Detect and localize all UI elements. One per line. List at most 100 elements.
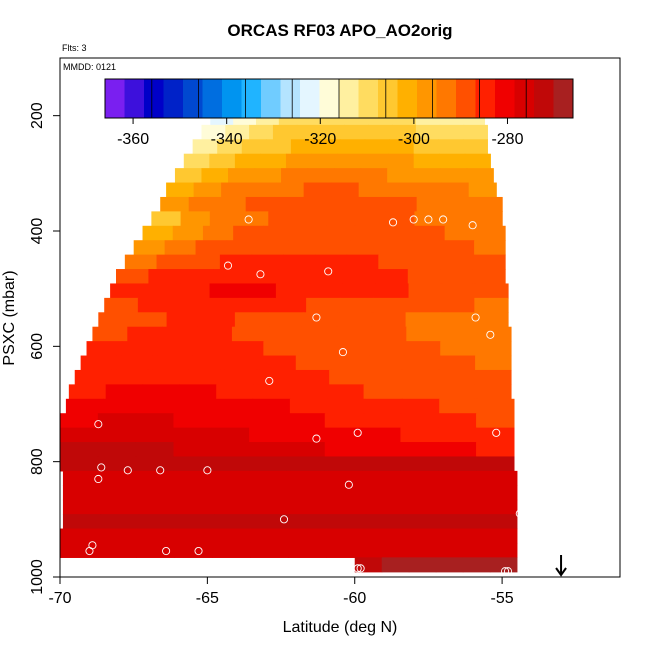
heatmap-cell <box>214 499 253 515</box>
heatmap-cell <box>301 326 338 342</box>
sample-point <box>501 567 510 576</box>
heatmap-cell <box>249 427 288 443</box>
heatmap-cell <box>362 427 402 443</box>
heatmap-cell <box>292 369 330 385</box>
heatmap-cell <box>303 182 332 198</box>
heatmap-cell <box>62 485 102 501</box>
heatmap-cell <box>463 124 488 140</box>
colorbar-swatch <box>144 79 164 118</box>
heatmap-cell <box>116 355 153 371</box>
heatmap-cell <box>251 254 284 270</box>
heatmap-cell <box>369 341 406 357</box>
heatmap-cell <box>228 168 256 184</box>
heatmap-cell <box>195 240 228 256</box>
colorbar-swatch <box>261 79 281 118</box>
heatmap-cell <box>209 283 244 299</box>
heatmap-cell <box>441 254 474 270</box>
heatmap-cell <box>241 139 267 155</box>
heatmap-cell <box>286 456 326 472</box>
heatmap-cell <box>439 124 465 140</box>
heatmap-cell <box>476 456 515 472</box>
colorbar-swatch <box>105 79 125 118</box>
heatmap-cell <box>231 326 268 342</box>
heatmap-cell <box>472 269 506 285</box>
heatmap-cell <box>217 139 243 155</box>
heatmap-cell <box>212 542 251 558</box>
heatmap-cell <box>60 528 99 544</box>
colorbar-tick-label: -280 <box>491 131 523 148</box>
heatmap-cell <box>440 341 477 357</box>
sample-point <box>503 567 513 576</box>
heatmap-cell <box>176 470 215 486</box>
heatmap-cell <box>97 456 137 472</box>
heatmap-cell <box>400 413 439 429</box>
heatmap-cell <box>192 139 218 155</box>
heatmap-cell <box>293 225 325 241</box>
heatmap-cell <box>289 398 328 414</box>
heatmap-cell <box>303 312 338 328</box>
heatmap-cell <box>438 442 477 458</box>
heatmap-cell <box>386 182 415 198</box>
heatmap-cell <box>339 297 375 313</box>
heatmap-cell <box>327 485 367 501</box>
heatmap-cell <box>290 139 317 155</box>
heatmap-cell <box>326 542 366 558</box>
heatmap-cell <box>400 384 438 400</box>
heatmap-cell <box>474 225 506 241</box>
heatmap-cell <box>156 254 189 270</box>
heatmap-cell <box>138 470 178 486</box>
heatmap-cell <box>173 456 212 472</box>
heatmap-cell <box>135 427 175 443</box>
heatmap-cell <box>438 369 476 385</box>
heatmap-cell <box>188 355 225 371</box>
colorbar-swatch <box>358 79 379 118</box>
sample-point <box>85 547 94 556</box>
heatmap-cell <box>384 225 416 241</box>
heatmap-cell <box>257 240 290 256</box>
heatmap-cell <box>476 398 515 414</box>
heatmap-cell <box>474 297 509 313</box>
heatmap-cell <box>476 413 515 429</box>
heatmap-cell <box>441 182 470 198</box>
sample-point <box>223 261 233 270</box>
heatmap-cell <box>211 413 250 429</box>
heatmap-cell <box>180 269 214 285</box>
heatmap-cell <box>138 514 178 530</box>
x-axis-label: Latitude (deg N) <box>283 619 398 636</box>
heatmap-cell <box>233 225 264 241</box>
heatmap-cell <box>440 168 468 184</box>
heatmap-cell <box>124 254 158 270</box>
heatmap-cell <box>443 240 475 256</box>
heatmap-cell <box>249 413 288 429</box>
heatmap-cell <box>364 139 390 155</box>
heatmap-cell <box>193 182 222 198</box>
heatmap-cell <box>138 499 178 515</box>
heatmap-cell <box>402 542 442 558</box>
heatmap-cell <box>289 384 328 400</box>
heatmap-cell <box>473 196 503 212</box>
heatmap-cell <box>216 384 254 400</box>
heatmap-cell <box>220 369 258 385</box>
heatmap-cell <box>225 124 250 140</box>
colorbar-swatch <box>456 79 476 118</box>
heatmap-cell <box>413 168 441 184</box>
heatmap-cell <box>489 557 518 573</box>
sample-point <box>515 509 524 518</box>
heatmap-cell <box>266 326 303 342</box>
heatmap-cell <box>365 499 404 515</box>
heatmap-cell <box>100 499 140 515</box>
heatmap-cell <box>152 355 189 371</box>
heatmap-cell <box>403 499 442 515</box>
heatmap-cell <box>403 514 442 530</box>
heatmap-cell <box>212 528 251 544</box>
heatmap-cell <box>414 211 445 227</box>
heatmap-cell <box>435 557 464 573</box>
heatmap-cell <box>98 542 137 558</box>
heatmap-cell <box>174 528 213 544</box>
heatmap-cell <box>336 326 373 342</box>
sample-point <box>424 215 433 224</box>
sample-point <box>162 547 171 556</box>
heatmap-cell <box>136 542 175 558</box>
heatmap-cell <box>98 312 134 328</box>
heatmap-cell <box>367 355 404 371</box>
